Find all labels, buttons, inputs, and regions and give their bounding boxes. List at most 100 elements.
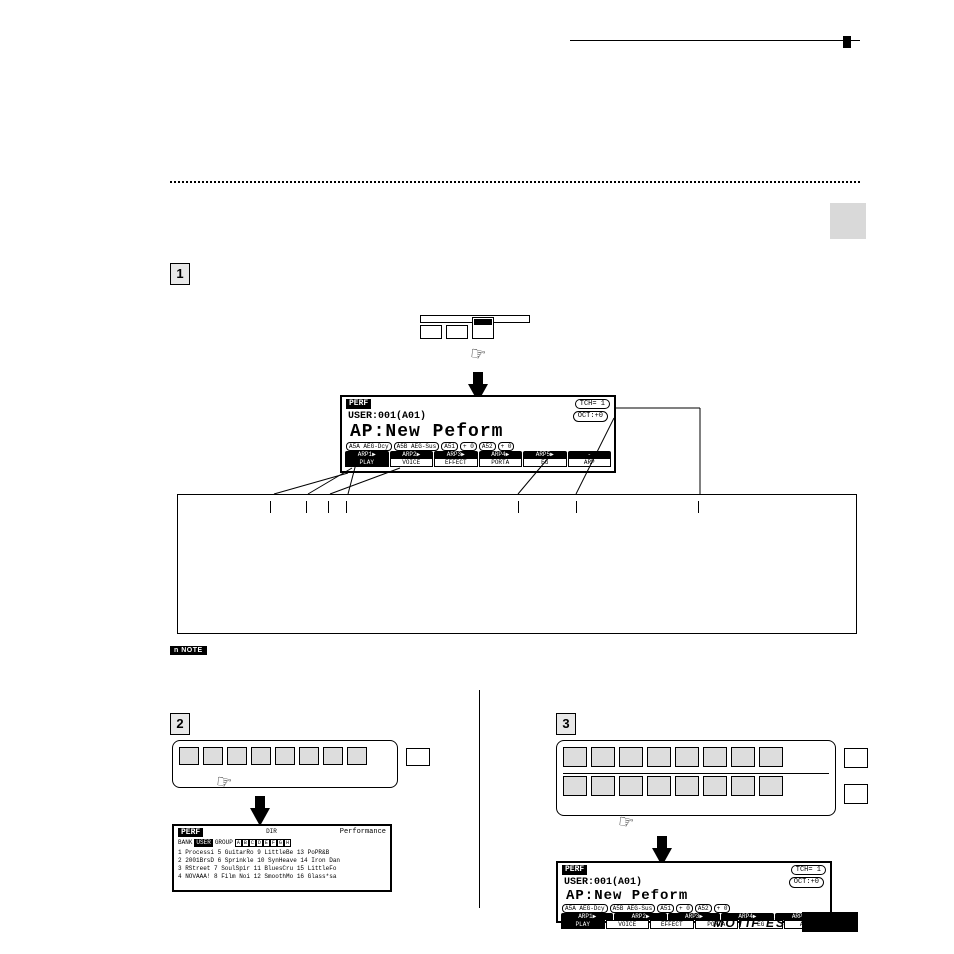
lcd2-row: 4 NOVAAA! 8 Film Noi 12 SmoothMo 16 Glas… (178, 873, 386, 881)
lcd3-tag: A5A AEG-Dcy (562, 904, 608, 913)
callout-5 (576, 501, 577, 515)
callout-6 (698, 501, 699, 515)
section-dotted-divider (170, 181, 860, 183)
mode-button-2[interactable] (446, 325, 468, 339)
lcd2-dir: DIR (266, 828, 277, 837)
lcd2-grp: D (256, 839, 263, 847)
lcd2-bank-val: USER (194, 839, 212, 847)
lcd1-arp-row: ARP1▶ ARP2▶ ARP3▶ ARP4▶ ARP5▶ - (342, 451, 614, 458)
group-button-panel (172, 740, 398, 788)
lcd1-tags: A5A AEG-Dcy A5B AEG-Sus A51 + 0 A52 + 0 (342, 442, 614, 451)
num-button-14[interactable] (703, 776, 727, 796)
lcd1-arp: ARP2▶ (390, 451, 434, 458)
lcd1-tab: EFFECT (434, 458, 478, 467)
step-2-badge: 2 (170, 713, 190, 735)
lcd3-arp: ARP2▶ (614, 913, 666, 920)
lcd1-arp: ARP1▶ (345, 451, 389, 458)
hand-icon: ☞ (468, 343, 488, 366)
number-button-panel (556, 740, 836, 816)
group-side-button[interactable] (406, 748, 430, 766)
num-button-3[interactable] (619, 747, 643, 767)
num-button-4[interactable] (647, 747, 671, 767)
group-button-h[interactable] (347, 747, 367, 765)
lcd3-tag: A5B AEG-Sus (610, 904, 656, 913)
callout-4 (518, 501, 519, 515)
lcd1-tab: PLAY (345, 458, 389, 467)
lcd1-oct: OCT:+0 (573, 411, 608, 422)
mode-button-perform[interactable] (472, 317, 494, 339)
num-button-11[interactable] (619, 776, 643, 796)
lcd1-mode: PERF (346, 399, 371, 409)
num-button-7[interactable] (731, 747, 755, 767)
lcd3-tch: TCH= 1 (791, 865, 826, 875)
num-button-12[interactable] (647, 776, 671, 796)
lcd3-oct: OCT:+0 (789, 877, 824, 888)
hand-icon: ☞ (616, 811, 636, 834)
group-button-e[interactable] (275, 747, 295, 765)
group-button-d[interactable] (251, 747, 271, 765)
lcd1-tag: + 0 (498, 442, 515, 451)
label-callout-box (177, 494, 857, 634)
lcd2-grp: A (235, 839, 242, 847)
mode-button-1[interactable] (420, 325, 442, 339)
lcd3-tag: A51 (657, 904, 674, 913)
number-side-button-bottom[interactable] (844, 784, 868, 804)
lcd1-arp: ARP4▶ (479, 451, 523, 458)
num-button-10[interactable] (591, 776, 615, 796)
num-button-9[interactable] (563, 776, 587, 796)
lcd1-arp: ARP3▶ (434, 451, 478, 458)
callout-2 (306, 501, 307, 515)
section-gray-box (830, 203, 866, 239)
lcd1-bottom-row: PLAY VOICE EFFECT PORTA EG ARP (342, 458, 614, 469)
page-edge-marker (843, 36, 851, 48)
lcd2-groups: A B C D E F G H (235, 839, 291, 847)
number-side-button-top[interactable] (844, 748, 868, 768)
group-button-b[interactable] (203, 747, 223, 765)
group-button-f[interactable] (299, 747, 319, 765)
footer-logo: MOTIF ES (713, 916, 786, 930)
step-1-badge: 1 (170, 263, 190, 285)
lcd3-tag: + 0 (676, 904, 693, 913)
lcd3-tab: VOICE (606, 920, 650, 929)
lcd3-tag: A52 (695, 904, 712, 913)
lcd3-title: AP:New Peform (558, 888, 830, 904)
lcd3-mode: PERF (562, 865, 587, 875)
num-button-15[interactable] (731, 776, 755, 796)
lcd-display-1: PERF TCH= 1 USER:001(A01) OCT:+0 AP:New … (340, 395, 616, 473)
callout-1 (270, 501, 271, 515)
lcd2-grp: E (263, 839, 270, 847)
group-button-a[interactable] (179, 747, 199, 765)
lcd3-bottom-row: PLAY VOICE EFFECT PORTA EG ARP (558, 920, 830, 931)
lcd2-grp: C (249, 839, 256, 847)
num-button-5[interactable] (675, 747, 699, 767)
num-button-16[interactable] (759, 776, 783, 796)
lcd2-grp: B (242, 839, 249, 847)
page-number-box (802, 912, 858, 932)
lcd1-arp: ARP5▶ (523, 451, 567, 458)
lcd1-tch: TCH= 1 (575, 399, 610, 409)
lcd3-tag: + 0 (714, 904, 731, 913)
hand-icon: ☞ (214, 771, 234, 794)
lcd1-user: USER:001(A01) (348, 411, 426, 422)
lcd1-tag: A5B AEG-Sus (394, 442, 440, 451)
group-button-c[interactable] (227, 747, 247, 765)
lcd3-user: USER:001(A01) (564, 877, 642, 888)
num-button-2[interactable] (591, 747, 615, 767)
header-rule (570, 40, 860, 41)
lcd1-tag: A51 (441, 442, 458, 451)
lcd2-grp: F (270, 839, 277, 847)
num-button-8[interactable] (759, 747, 783, 767)
callout-3 (328, 501, 329, 515)
callout-3b (346, 501, 347, 515)
lcd2-row: 1 Processi 5 GuitarRo 9 LittleBe 13 PoPR… (178, 849, 386, 857)
num-button-13[interactable] (675, 776, 699, 796)
lcd1-tag: + 0 (460, 442, 477, 451)
group-button-g[interactable] (323, 747, 343, 765)
note-tag: n NOTE (170, 646, 207, 655)
lcd1-tab: PORTA (479, 458, 523, 467)
step-3-badge: 3 (556, 713, 576, 735)
mode-buttons (420, 315, 530, 339)
num-button-6[interactable] (703, 747, 727, 767)
num-button-1[interactable] (563, 747, 587, 767)
lcd3-arp: ARP1▶ (561, 913, 613, 920)
